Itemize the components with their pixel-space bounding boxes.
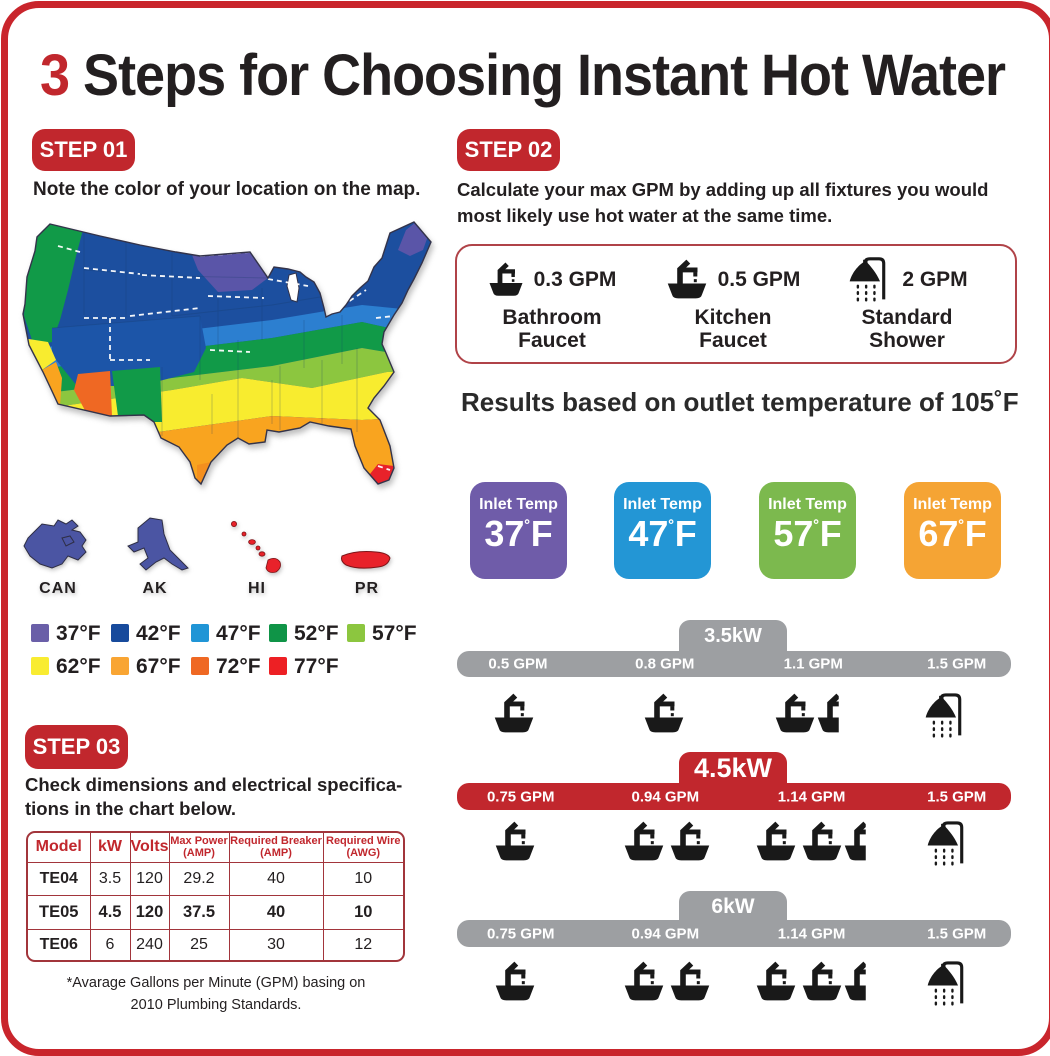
svg-text:PR: PR xyxy=(355,580,379,597)
svg-text:HI: HI xyxy=(248,580,266,597)
svg-text:CAN: CAN xyxy=(39,580,77,597)
svg-text:AK: AK xyxy=(142,580,167,597)
